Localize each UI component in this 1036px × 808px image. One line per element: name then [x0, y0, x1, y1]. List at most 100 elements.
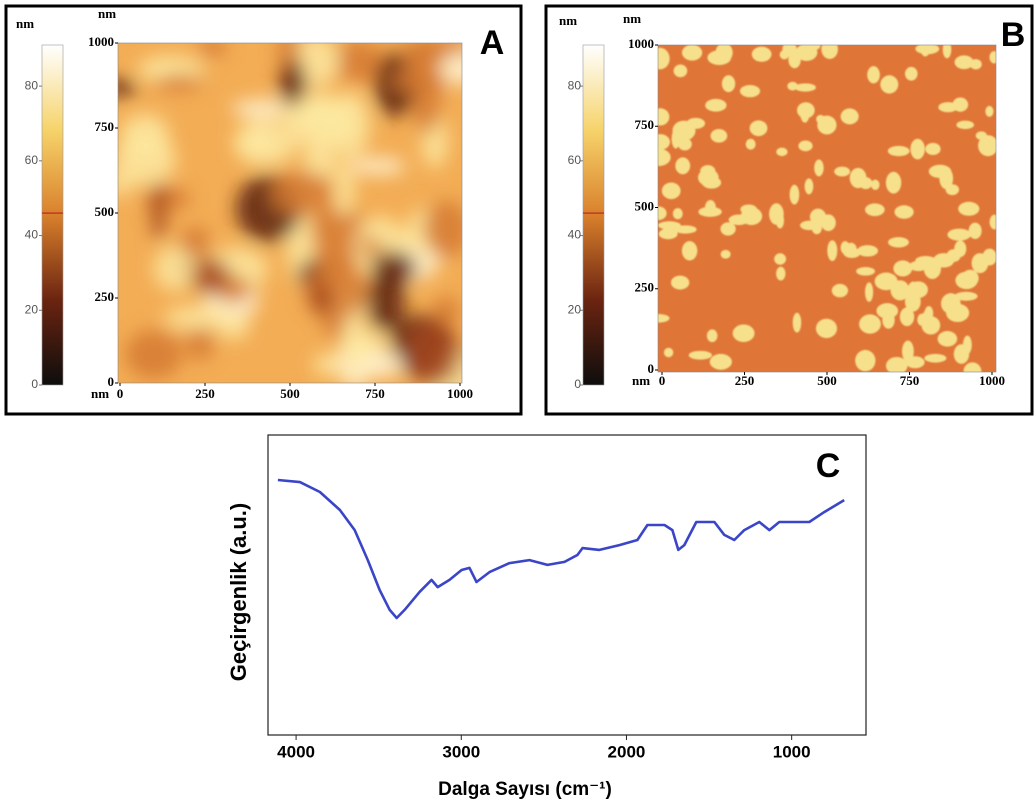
x-axis-label: Dalga Sayısı (cm⁻¹)	[438, 779, 612, 800]
texture-grain	[989, 51, 996, 64]
texture-grain	[985, 105, 994, 117]
texture-grain	[969, 59, 982, 70]
texture-grain	[971, 253, 989, 274]
texture-grain	[681, 45, 703, 61]
texture-grain	[867, 66, 880, 84]
x-tick-label: 750	[900, 373, 920, 388]
texture-grain	[925, 142, 941, 156]
texture-grain	[849, 167, 867, 189]
texture-blob	[289, 92, 353, 152]
x-axis-label: nm	[91, 386, 109, 401]
x-tick-label: 250	[195, 386, 215, 401]
colorbar-tick-label: 0	[31, 377, 38, 391]
texture-grain	[954, 240, 967, 258]
texture-grain	[709, 353, 732, 370]
texture-grain	[658, 313, 670, 323]
colorbar-label: nm	[16, 16, 34, 31]
texture-grain	[887, 145, 910, 157]
colorbar-tick-label: 80	[25, 78, 39, 92]
panel-label: A	[480, 24, 505, 62]
texture-grain	[732, 324, 755, 343]
texture-blob	[370, 250, 417, 286]
texture-blob	[313, 353, 340, 377]
texture-blob	[118, 79, 137, 97]
texture-grain	[908, 281, 928, 298]
texture-grain	[720, 249, 731, 259]
texture-blob	[310, 281, 333, 315]
texture-grain	[776, 147, 788, 157]
texture-blob	[180, 226, 210, 255]
x-axis-label: nm	[632, 373, 650, 388]
colorbar-tick-label: 20	[25, 302, 39, 316]
texture-blob	[153, 245, 197, 291]
panel-frame	[4, 4, 523, 416]
y-axis-label: nm	[98, 6, 116, 21]
texture-grain	[954, 291, 978, 301]
texture-grain	[745, 138, 756, 150]
texture-grain	[815, 318, 838, 339]
texture-grain	[885, 171, 902, 194]
texture-blob	[163, 305, 231, 330]
panel-label: B	[1001, 16, 1026, 54]
texture-blob	[350, 157, 406, 175]
texture-grain	[989, 214, 996, 230]
texture-grain	[740, 204, 758, 215]
texture-grain	[661, 182, 681, 200]
colorbar-tick-label: 80	[568, 78, 582, 92]
texture-grain	[804, 178, 814, 195]
texture-grain	[885, 357, 908, 372]
texture-grain	[859, 314, 881, 334]
texture-grain	[794, 83, 816, 92]
texture-grain	[817, 115, 837, 135]
texture-grain	[942, 45, 952, 59]
texture-grain	[658, 228, 678, 240]
colorbar-tick-label: 40	[25, 228, 39, 242]
texture-blob	[441, 52, 462, 85]
x-tick-label: 4000	[277, 742, 315, 761]
texture-grain	[840, 241, 850, 255]
texture-grain	[924, 353, 947, 363]
plot-frame	[267, 434, 867, 736]
texture-grain	[921, 316, 941, 335]
texture-blob	[240, 120, 276, 159]
y-tick-label: 250	[95, 289, 115, 304]
texture-grain	[658, 47, 670, 70]
x-tick-label: 1000	[447, 386, 473, 401]
texture-grain	[945, 184, 960, 196]
texture-blob	[198, 43, 228, 57]
texture-blob	[271, 170, 334, 217]
texture-blob	[303, 144, 337, 181]
texture-grain	[673, 225, 697, 234]
texture-blob	[118, 133, 177, 186]
texture-grain	[776, 266, 786, 281]
texture-grain	[963, 362, 982, 372]
texture-blob	[191, 258, 231, 295]
texture-grain	[888, 237, 909, 248]
texture-grain	[855, 349, 876, 372]
texture-grain	[894, 205, 914, 219]
afm-image	[658, 45, 996, 372]
texture-grain	[880, 75, 899, 94]
texture-grain	[928, 164, 952, 179]
texture-grain	[658, 221, 681, 230]
texture-blob	[362, 351, 404, 378]
texture-grain	[675, 157, 691, 175]
texture-grain	[721, 75, 736, 93]
panel-frame	[544, 4, 1034, 416]
texture-grain	[978, 135, 996, 157]
texture-grain	[677, 137, 692, 151]
texture-blob	[279, 60, 307, 109]
x-tick-label: 1000	[773, 742, 811, 761]
texture-grain	[947, 228, 971, 241]
y-tick-label: 750	[95, 119, 115, 134]
texture-grain	[954, 55, 974, 70]
texture-grain	[810, 45, 821, 50]
texture-blob	[423, 201, 462, 258]
texture-grain	[789, 184, 800, 205]
texture-grain	[904, 66, 918, 81]
texture-grain	[923, 257, 942, 280]
colorbar	[582, 44, 605, 386]
texture-blob	[332, 43, 384, 82]
texture-grain	[827, 240, 838, 262]
